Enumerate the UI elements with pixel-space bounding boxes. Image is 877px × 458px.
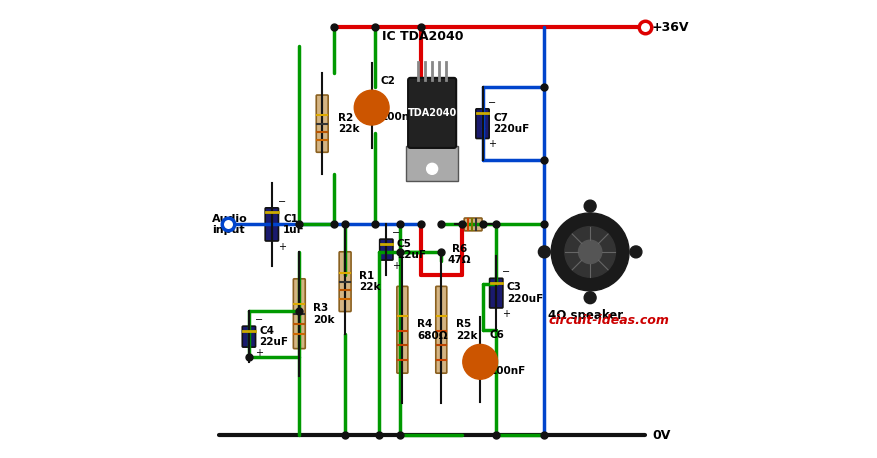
Text: −: − [502,267,510,278]
Text: +: + [277,242,285,252]
Text: 100nF: 100nF [381,112,417,122]
Text: C5
22uF: C5 22uF [396,239,425,261]
Circle shape [564,227,615,277]
Text: +: + [502,309,510,319]
FancyBboxPatch shape [435,286,446,373]
FancyBboxPatch shape [265,208,278,241]
Text: +: + [254,348,262,358]
Text: C6: C6 [488,330,503,340]
Text: IC TDA2040: IC TDA2040 [381,30,463,43]
Circle shape [353,90,389,125]
Text: −: − [392,228,400,238]
Text: +36V: +36V [652,21,688,34]
FancyBboxPatch shape [316,95,328,153]
FancyBboxPatch shape [464,218,481,231]
FancyBboxPatch shape [489,278,503,308]
FancyBboxPatch shape [242,326,255,347]
Text: R3
20k: R3 20k [313,303,334,325]
Circle shape [538,246,550,258]
FancyBboxPatch shape [293,279,305,349]
Text: R2
22k: R2 22k [338,113,360,135]
Text: C4
22uF: C4 22uF [260,326,289,348]
Text: −: − [254,315,263,325]
Circle shape [583,292,595,304]
FancyBboxPatch shape [379,239,393,260]
Text: circuit-ideas.com: circuit-ideas.com [548,314,669,327]
Circle shape [583,200,595,212]
Text: C7
220uF: C7 220uF [493,113,529,135]
Circle shape [551,213,628,291]
Text: C3
220uF: C3 220uF [506,282,542,304]
Circle shape [578,240,601,264]
Text: 104: 104 [470,357,489,366]
Text: C1
1uF: C1 1uF [283,213,304,235]
Text: 0V: 0V [652,429,669,442]
FancyBboxPatch shape [405,146,458,181]
Text: +: + [392,261,400,271]
Text: −: − [488,98,496,108]
Text: R4
680Ω: R4 680Ω [417,319,447,341]
Text: +: + [488,139,496,149]
Text: R6
47Ω: R6 47Ω [447,244,471,265]
FancyBboxPatch shape [408,78,456,148]
Text: C2: C2 [381,76,396,86]
Circle shape [630,246,641,258]
Text: 104: 104 [362,103,381,112]
Text: 100nF: 100nF [488,366,525,376]
Text: R5
22k: R5 22k [456,319,477,341]
Circle shape [426,164,437,174]
FancyBboxPatch shape [396,286,408,373]
FancyBboxPatch shape [339,252,351,311]
Circle shape [462,344,497,379]
Text: −: − [277,197,286,207]
Text: Audio
input: Audio input [212,213,248,235]
Text: R1
22k: R1 22k [359,271,380,293]
Text: 4Ω speaker: 4Ω speaker [547,309,623,322]
FancyBboxPatch shape [475,109,488,138]
Text: TDA2040: TDA2040 [407,109,456,119]
